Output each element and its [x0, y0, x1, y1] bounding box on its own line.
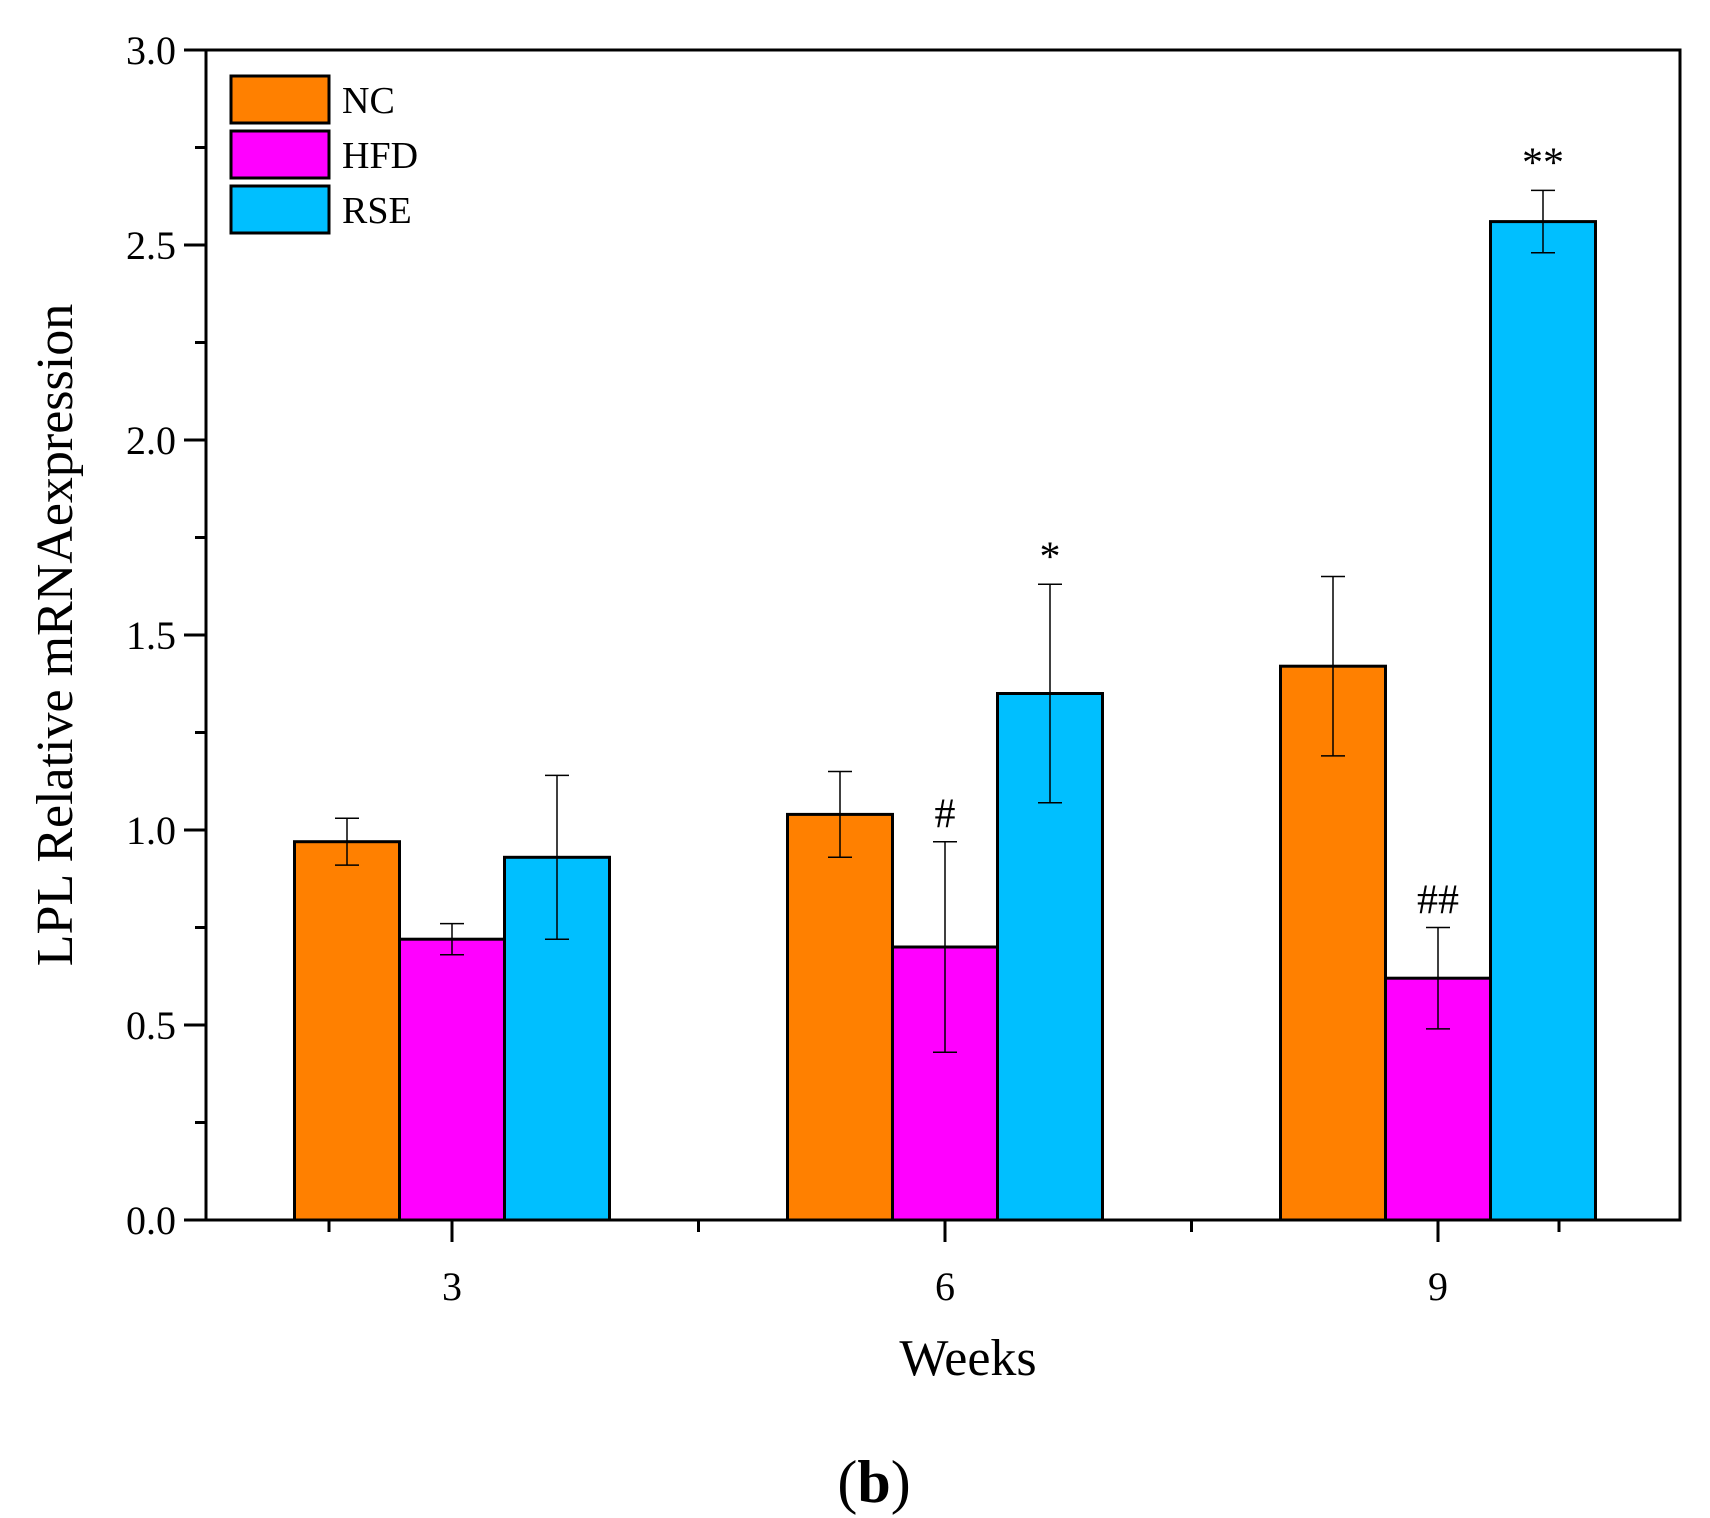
y-tick-label: 2.5 — [126, 223, 176, 268]
x-axis: 3 6 9 — [327, 1220, 1561, 1309]
legend-item-hfd: HFD — [229, 129, 418, 180]
error-bar-rse-week-3 — [545, 774, 569, 940]
legend-label: NC — [342, 80, 395, 122]
legend-label: RSE — [342, 190, 412, 232]
error-bar-hfd-week-9 — [1426, 926, 1450, 1030]
legend-swatch — [229, 184, 331, 235]
error-bar-nc-week-3 — [335, 817, 359, 866]
legend-swatch — [229, 129, 331, 180]
legend-item-nc: NC — [229, 74, 395, 125]
y-tick-label: 0.5 — [126, 1003, 176, 1048]
bar-rse-week-3 — [503, 855, 611, 1222]
bar-nc-week-6 — [786, 812, 894, 1222]
bar-rse-week-9 — [1489, 220, 1597, 1222]
error-bar-hfd-week-6 — [933, 840, 957, 1054]
error-bar-hfd-week-3 — [440, 922, 464, 956]
panel-label-close: ) — [891, 1449, 911, 1515]
panel-label-open: ( — [837, 1449, 857, 1515]
significance-marker-rse-week-9: ** — [1522, 140, 1564, 186]
error-bar-rse-week-9 — [1531, 189, 1555, 254]
significance-marker-rse-week-6: * — [1040, 534, 1061, 580]
y-tick-label: 0.0 — [126, 1198, 176, 1243]
panel-label: (b) — [837, 1449, 910, 1515]
legend-label: HFD — [342, 135, 418, 177]
y-tick-label: 1.0 — [126, 808, 176, 853]
significance-marker-hfd-week-6: # — [935, 792, 956, 838]
significance-marker-hfd-week-9: ## — [1417, 878, 1459, 924]
error-bar-nc-week-9 — [1321, 575, 1345, 757]
y-tick-label: 3.0 — [126, 28, 176, 73]
bar-nc-week-3 — [293, 840, 401, 1222]
legend-item-rse: RSE — [229, 184, 412, 235]
annotations-layer: # * ## ** — [935, 140, 1565, 923]
error-bar-rse-week-6 — [1038, 583, 1062, 804]
x-tick-label: 9 — [1428, 1264, 1448, 1309]
y-axis-title: LPL Relative mRNAexpression — [27, 304, 84, 966]
error-bars-layer — [335, 189, 1555, 1054]
bar-hfd-week-3 — [398, 937, 506, 1222]
error-bar-nc-week-6 — [828, 770, 852, 859]
panel-label-letter: b — [857, 1449, 890, 1515]
x-tick-label: 6 — [935, 1264, 955, 1309]
legend-swatch — [229, 74, 331, 125]
bar-nc-week-9 — [1279, 664, 1387, 1222]
y-axis: 0.0 0.5 1.0 1.5 2.0 2.5 3.0 — [126, 28, 206, 1243]
y-tick-label: 2.0 — [126, 418, 176, 463]
bars-layer — [293, 220, 1597, 1222]
legend: NC HFD RSE — [229, 74, 418, 235]
x-axis-title: Weeks — [899, 1330, 1036, 1387]
y-tick-label: 1.5 — [126, 613, 176, 658]
x-tick-label: 3 — [442, 1264, 462, 1309]
